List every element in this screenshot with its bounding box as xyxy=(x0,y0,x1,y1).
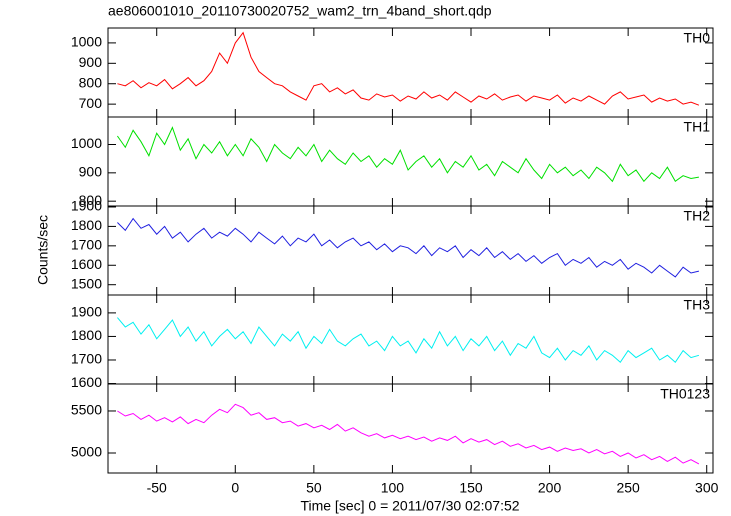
series-label: TH1 xyxy=(684,119,711,135)
x-axis-label: Time [sec] 0 = 2011/07/30 02:07:52 xyxy=(300,498,519,514)
series-line xyxy=(117,403,700,465)
series-line xyxy=(117,217,700,278)
y-tick-label: 1600 xyxy=(71,256,102,272)
y-tick-label: 800 xyxy=(79,74,103,90)
series-line xyxy=(117,317,700,364)
y-tick-label: 1700 xyxy=(71,237,102,253)
y-tick-label: 1800 xyxy=(71,327,102,343)
y-tick-label: 1700 xyxy=(71,351,102,367)
y-tick-label: 5500 xyxy=(71,402,102,418)
y-tick-label: 1000 xyxy=(71,34,102,50)
series-label: TH0 xyxy=(684,30,711,46)
series-label: TH3 xyxy=(684,297,711,313)
series-label: TH2 xyxy=(684,208,711,224)
y-tick-label: 5000 xyxy=(71,444,102,460)
y-tick-label: 900 xyxy=(79,54,103,70)
y-tick-label: 1800 xyxy=(71,217,102,233)
y-axis-label: Counts/sec xyxy=(35,215,51,285)
panel-frame xyxy=(107,294,714,385)
chart-title: ae806001010_20110730020752_wam2_trn_4ban… xyxy=(108,3,492,19)
y-tick-label: 800 xyxy=(79,192,103,208)
x-tick-label: 0 xyxy=(231,480,239,496)
series-label: TH0123 xyxy=(660,386,710,402)
x-tick-label: 50 xyxy=(306,480,322,496)
x-tick-label: 300 xyxy=(695,480,719,496)
y-tick-label: 1900 xyxy=(71,198,102,214)
series-line xyxy=(116,126,699,183)
y-tick-label: 1000 xyxy=(71,135,102,151)
y-tick-label: 700 xyxy=(79,95,103,111)
x-tick-label: 150 xyxy=(459,480,483,496)
panel-frame xyxy=(107,27,714,118)
y-tick-label: 900 xyxy=(79,164,103,180)
panel-frame xyxy=(107,116,714,207)
panel-frame xyxy=(107,205,714,296)
x-tick-label: -50 xyxy=(147,480,167,496)
panel-frame xyxy=(107,383,714,474)
y-tick-label: 1900 xyxy=(71,304,102,320)
y-tick-label: 1500 xyxy=(71,275,102,291)
x-tick-label: 200 xyxy=(538,480,562,496)
x-tick-label: 100 xyxy=(381,480,405,496)
x-tick-label: 250 xyxy=(616,480,640,496)
y-tick-label: 1600 xyxy=(71,374,102,390)
series-line xyxy=(117,31,700,106)
